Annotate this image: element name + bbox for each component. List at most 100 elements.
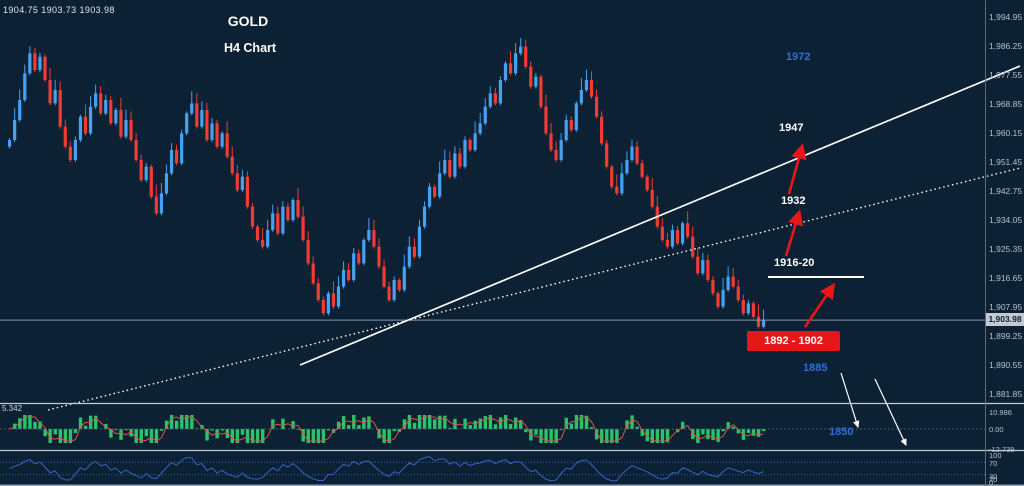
histogram-bar bbox=[387, 429, 391, 443]
candle bbox=[559, 140, 563, 160]
histogram-bar bbox=[478, 418, 482, 429]
histogram-bar bbox=[605, 429, 609, 443]
histogram-bar bbox=[448, 427, 452, 429]
histogram-bar bbox=[341, 416, 346, 429]
candle bbox=[686, 223, 690, 237]
histogram-bar bbox=[119, 429, 123, 440]
histogram-bar bbox=[174, 420, 179, 429]
histogram-bar bbox=[255, 429, 260, 443]
histogram-bar bbox=[615, 429, 619, 443]
candle bbox=[731, 276, 735, 287]
candle bbox=[569, 120, 573, 130]
candle bbox=[660, 226, 664, 240]
projection-arrow-down[interactable] bbox=[840, 372, 860, 429]
candle bbox=[508, 63, 513, 74]
candle bbox=[696, 256, 700, 274]
candle bbox=[48, 80, 52, 104]
candle bbox=[261, 240, 265, 247]
histogram-bar bbox=[18, 418, 22, 429]
histogram-bar bbox=[139, 429, 143, 443]
histogram-bar bbox=[468, 425, 472, 429]
histogram-bar bbox=[417, 415, 422, 429]
price-axis-label: 1,890.55 bbox=[989, 359, 1023, 370]
candlestick-series bbox=[8, 38, 766, 329]
candle bbox=[73, 140, 77, 160]
resistance-label-1972[interactable]: 1972 bbox=[786, 51, 811, 63]
histogram-bar bbox=[180, 415, 184, 429]
candle bbox=[615, 186, 619, 194]
candle bbox=[286, 206, 290, 220]
price-axis-label: 1,881.85 bbox=[989, 388, 1023, 399]
candle bbox=[427, 186, 432, 207]
histogram-bar bbox=[589, 427, 594, 429]
current-price-badge: 1,903.98 bbox=[986, 313, 1024, 326]
candle bbox=[139, 160, 143, 180]
projection-arrow-up[interactable] bbox=[784, 209, 804, 257]
candle bbox=[8, 140, 12, 147]
candle bbox=[726, 276, 730, 290]
indicator1-axis-label: 10.986 bbox=[989, 407, 1012, 417]
candle bbox=[458, 153, 462, 167]
histogram-bar bbox=[230, 429, 235, 443]
histogram-bar bbox=[382, 429, 386, 443]
zone-label-1916-20[interactable]: 1916-20 bbox=[774, 257, 815, 269]
histogram-bar bbox=[660, 429, 665, 443]
histogram-bar bbox=[377, 429, 381, 439]
projection-arrow-up[interactable] bbox=[803, 282, 836, 328]
candle bbox=[635, 146, 639, 164]
projection-arrow-up[interactable] bbox=[787, 143, 807, 195]
candle bbox=[245, 176, 250, 207]
support-label-1885[interactable]: 1885 bbox=[803, 362, 828, 374]
histogram-bar bbox=[524, 429, 528, 433]
candle bbox=[691, 236, 695, 257]
indicator2-axis-label: 100 bbox=[989, 451, 1002, 460]
candle bbox=[503, 63, 508, 80]
histogram-bar bbox=[33, 421, 37, 429]
target-label-1932[interactable]: 1932 bbox=[781, 195, 806, 207]
price-axis[interactable]: 1,994.95 1,986.25 1,977.55 1,968.85 1,960.15… bbox=[986, 0, 1024, 486]
trendline-dotted[interactable] bbox=[47, 167, 1021, 411]
candle bbox=[144, 166, 148, 180]
support-zone-box[interactable]: 1892 - 1902 bbox=[747, 331, 840, 351]
candle bbox=[625, 160, 629, 174]
candle bbox=[336, 286, 341, 307]
histogram-bar bbox=[144, 429, 149, 437]
histogram-bar bbox=[347, 425, 351, 429]
candle bbox=[716, 293, 720, 307]
histogram-bar bbox=[114, 429, 118, 431]
candle bbox=[605, 143, 609, 167]
histogram-bar bbox=[534, 429, 538, 435]
candle bbox=[650, 190, 654, 207]
candle bbox=[544, 106, 548, 134]
candle bbox=[341, 270, 346, 287]
candle bbox=[271, 213, 275, 230]
histogram-bar bbox=[109, 429, 113, 438]
candle bbox=[195, 103, 199, 127]
histogram-bar bbox=[392, 429, 396, 432]
candle bbox=[134, 140, 138, 160]
histogram-bar bbox=[73, 429, 78, 433]
support-label-1850[interactable]: 1850 bbox=[829, 426, 854, 438]
projection-arrow-down[interactable] bbox=[874, 378, 907, 447]
price-axis-label: 1,951.45 bbox=[989, 156, 1023, 167]
histogram-bar bbox=[559, 429, 563, 431]
candle bbox=[701, 260, 705, 274]
candle bbox=[18, 100, 22, 120]
candle bbox=[473, 133, 477, 150]
target-label-1947[interactable]: 1947 bbox=[779, 122, 804, 134]
histogram-bar bbox=[261, 429, 265, 443]
candle bbox=[372, 230, 376, 247]
histogram-bar bbox=[584, 415, 589, 429]
price-axis-label: 1,899.25 bbox=[989, 330, 1023, 341]
candle bbox=[387, 286, 391, 300]
candle bbox=[154, 196, 158, 214]
candle bbox=[721, 290, 725, 307]
histogram-bar bbox=[640, 429, 644, 436]
histogram-bar bbox=[149, 429, 154, 443]
trendline-solid[interactable] bbox=[299, 65, 1021, 366]
histogram-bar bbox=[63, 429, 68, 443]
candle bbox=[620, 173, 624, 194]
histogram-bar bbox=[58, 429, 62, 443]
candle bbox=[589, 80, 594, 97]
